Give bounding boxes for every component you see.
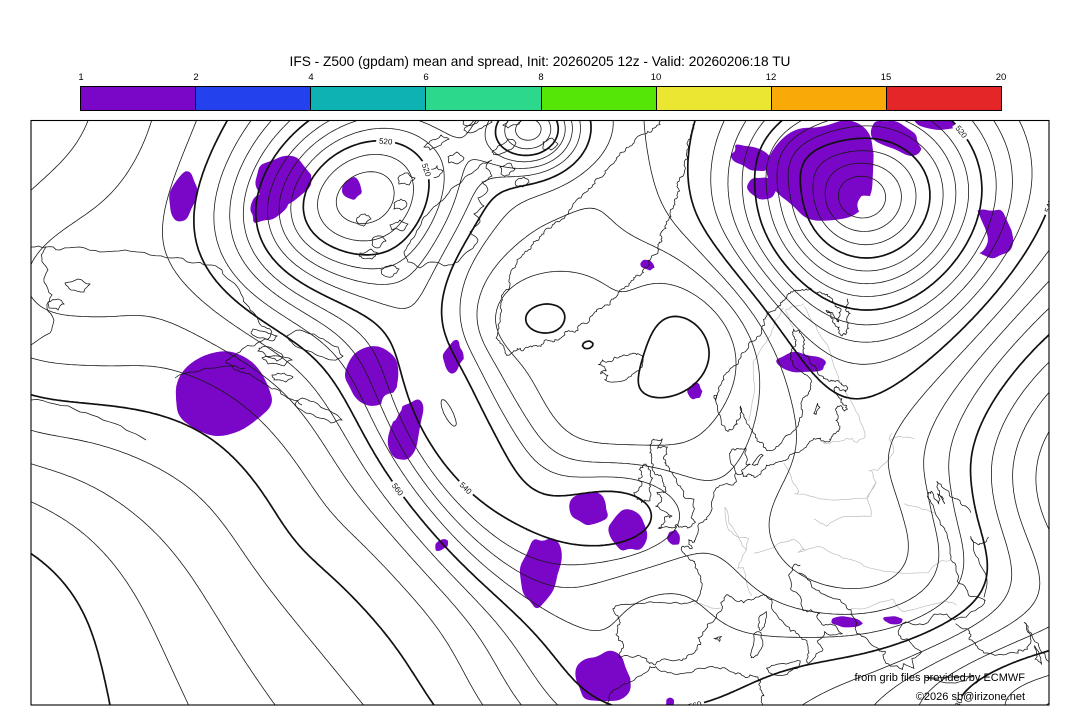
- svg-text:520: 520: [420, 162, 433, 178]
- svg-text:560: 560: [687, 699, 703, 711]
- svg-text:540: 540: [1043, 198, 1056, 214]
- svg-text:580: 580: [951, 697, 964, 713]
- svg-text:520: 520: [379, 137, 393, 147]
